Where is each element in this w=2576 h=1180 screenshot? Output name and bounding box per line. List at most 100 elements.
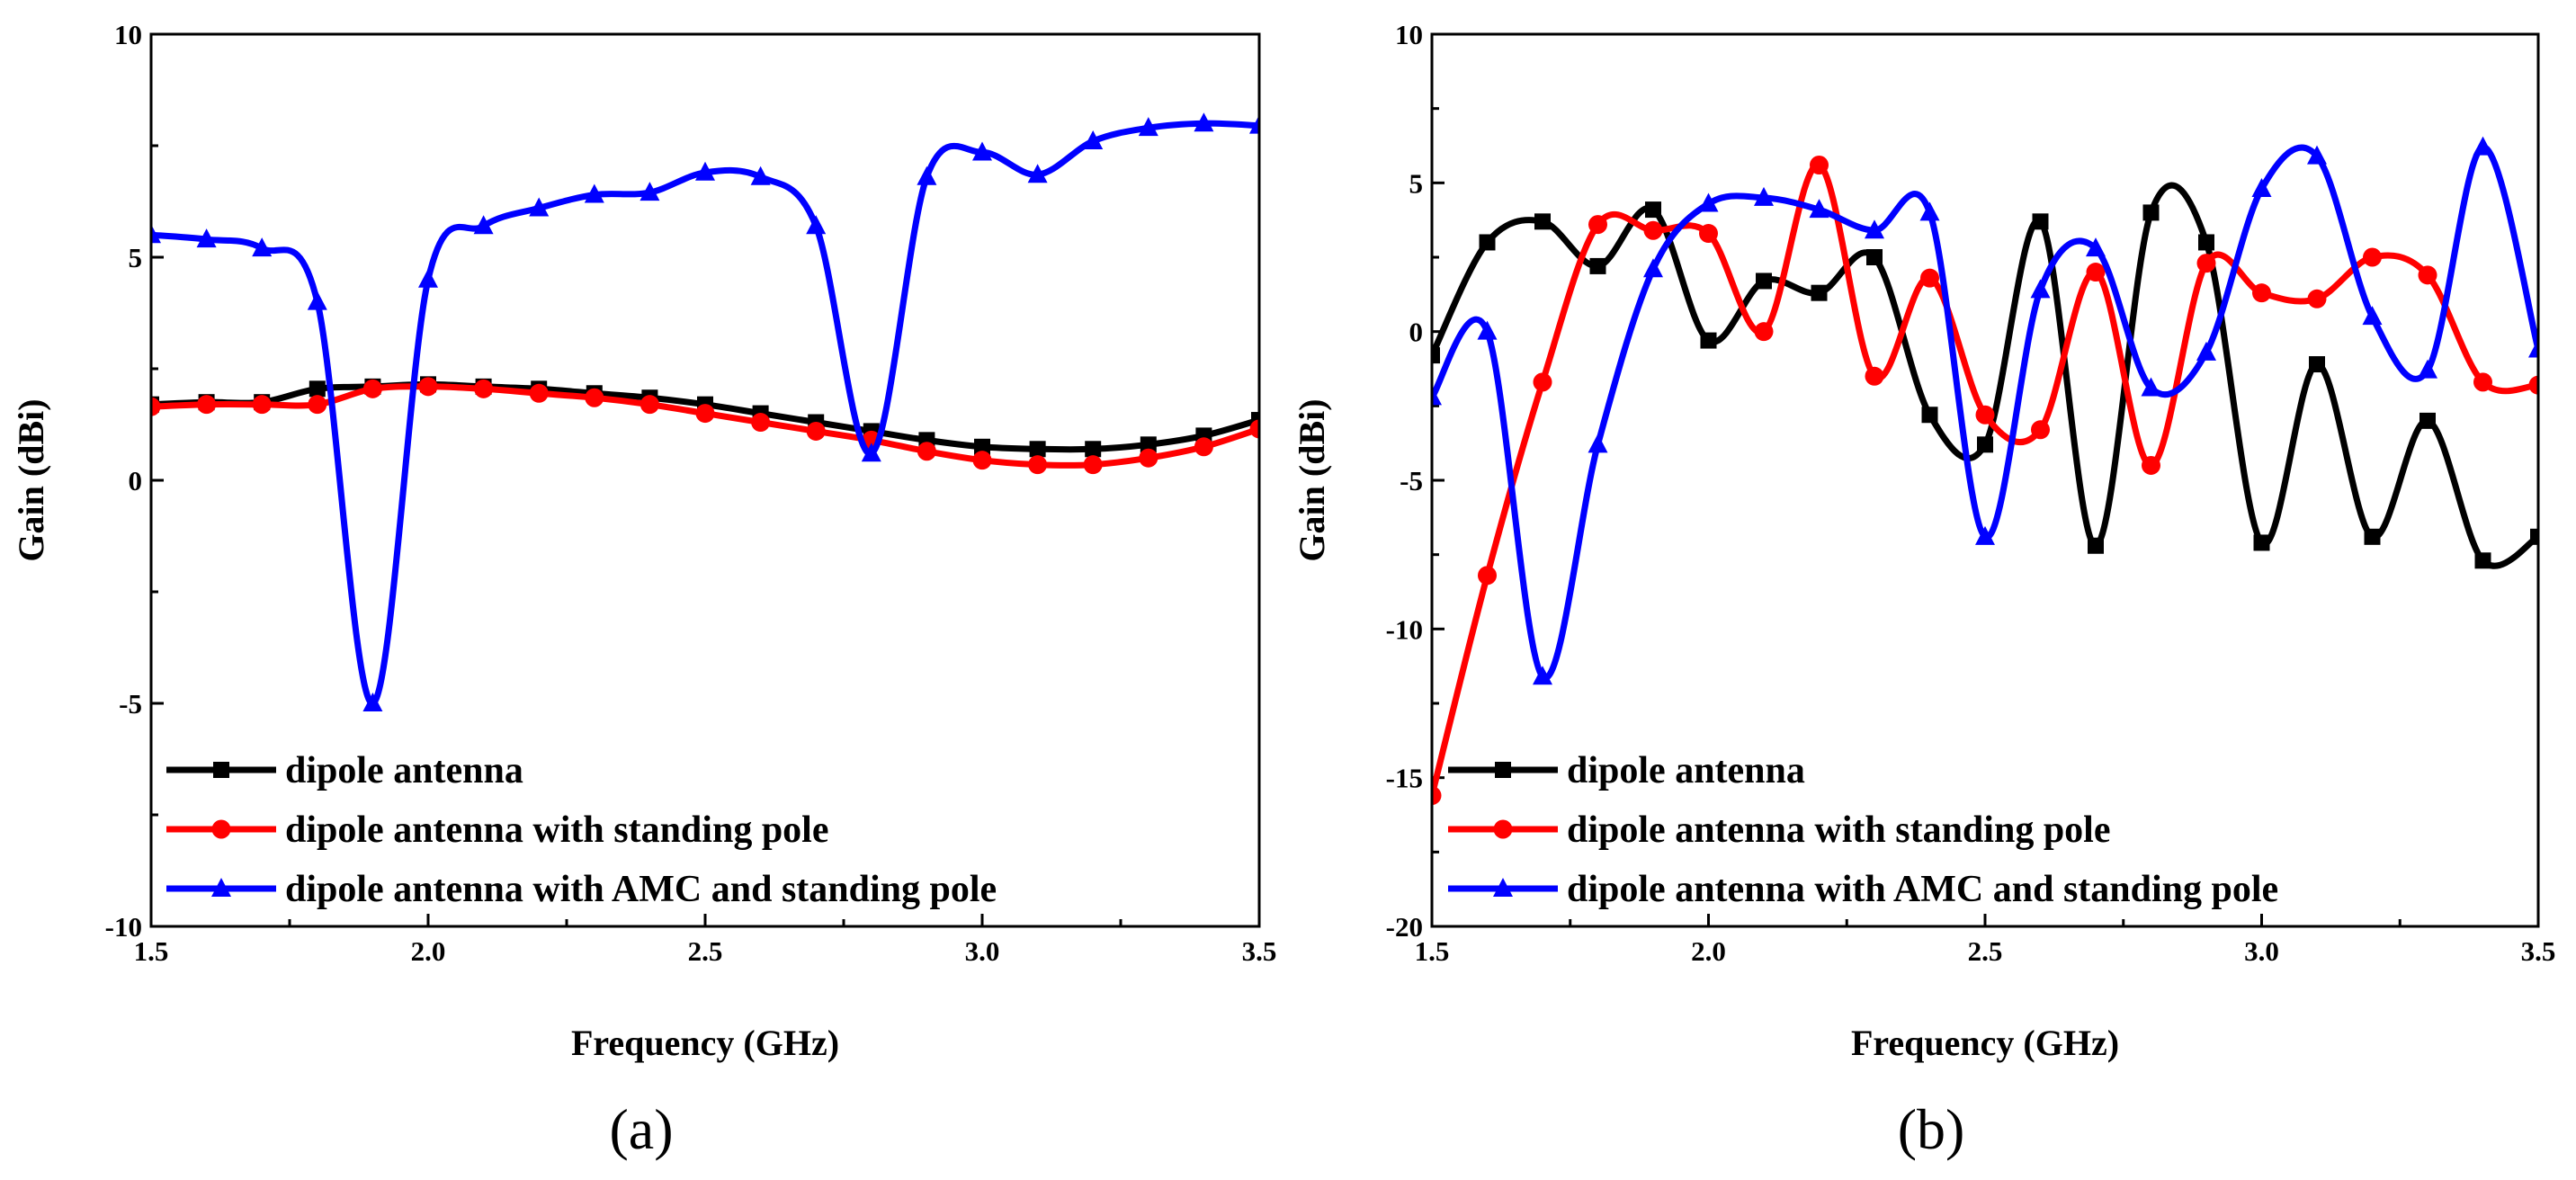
data-point-1-7 <box>529 383 549 403</box>
legend-marker-2 <box>211 878 231 897</box>
data-point-1-18 <box>1139 448 1158 468</box>
data-point-1-19 <box>2473 372 2492 392</box>
legend-label-2: dipole antenna with AMC and standing pol… <box>285 869 997 910</box>
data-point-2-1 <box>196 228 217 248</box>
data-point-1-6 <box>474 379 494 398</box>
data-point-2-2 <box>1533 666 1552 685</box>
data-point-1-16 <box>2307 289 2327 308</box>
legend-marker-0 <box>213 762 229 778</box>
data-point-2-12 <box>2086 237 2106 257</box>
y-tick-label-1: -15 <box>1386 763 1423 794</box>
data-point-1-15 <box>972 451 992 470</box>
legend-marker-1 <box>1493 819 1513 839</box>
data-point-0-11 <box>2032 213 2049 230</box>
data-point-2-11 <box>2030 279 2051 299</box>
legend-marker-0 <box>1495 762 1511 778</box>
data-point-1-5 <box>418 377 438 397</box>
series-line-0 <box>1432 182 2538 569</box>
data-point-1-13 <box>2142 455 2160 475</box>
data-point-2-3 <box>1588 434 1608 453</box>
data-point-0-0 <box>1432 347 1440 364</box>
data-point-0-17 <box>1085 441 1102 458</box>
data-point-1-9 <box>640 395 659 415</box>
x-tick-label-2: 2.5 <box>1968 935 2003 967</box>
data-point-0-10 <box>1977 436 1993 453</box>
data-point-2-1 <box>1477 320 1498 340</box>
ticks <box>1430 32 2540 928</box>
panel-label: (a) <box>609 1097 673 1161</box>
x-tick-label-0: 1.5 <box>134 935 169 967</box>
data-point-1-1 <box>197 395 217 415</box>
y-axis-title: Gain (dBi) <box>1292 398 1332 561</box>
x-tick-label-4: 3.5 <box>2521 935 2556 967</box>
data-point-2-11 <box>750 165 771 185</box>
data-point-2-19 <box>1194 112 1214 132</box>
data-point-2-6 <box>473 215 494 235</box>
data-point-2-19 <box>2473 136 2493 156</box>
data-point-2-10 <box>1975 525 1995 545</box>
data-point-2-20 <box>2528 338 2538 358</box>
data-point-2-18 <box>1138 117 1158 137</box>
data-point-2-15 <box>2251 177 2272 197</box>
data-point-1-6 <box>1754 322 1774 342</box>
x-axis-title: Frequency (GHz) <box>1851 1023 2119 1063</box>
y-tick-label-6: 10 <box>1395 19 1423 50</box>
y-tick-label-4: 0 <box>1409 317 1424 348</box>
data-point-1-17 <box>1083 455 1103 475</box>
legend-label-1: dipole antenna with standing pole <box>285 809 829 851</box>
data-point-1-17 <box>2363 247 2382 267</box>
data-point-0-20 <box>1251 412 1259 429</box>
data-point-1-18 <box>2418 265 2437 285</box>
data-point-1-1 <box>1478 566 1497 586</box>
data-point-0-19 <box>2474 552 2491 569</box>
chart-panel-a: 1.5 2.0 2.5 3.0 3.5 -10 -5 0 5 10 Frequency (GHz) G… <box>11 19 1276 1161</box>
data-point-0-7 <box>1811 284 1828 301</box>
data-point-2-6 <box>1754 186 1774 206</box>
y-tick-label-1: -5 <box>119 688 142 720</box>
y-tick-label-3: 5 <box>129 242 143 273</box>
y-tick-label-2: -10 <box>1386 613 1423 645</box>
data-point-2-0 <box>1432 386 1442 406</box>
data-point-1-3 <box>308 395 327 415</box>
data-point-2-5 <box>1698 192 1719 212</box>
data-point-1-11 <box>751 413 771 433</box>
data-point-2-13 <box>861 442 881 462</box>
data-point-0-16 <box>1029 441 1046 458</box>
data-point-1-2 <box>252 395 272 415</box>
legend-marker-1 <box>211 819 231 839</box>
data-point-1-10 <box>1975 405 1995 425</box>
data-point-1-4 <box>1643 220 1663 240</box>
legend: dipole antenna dipole antenna with standi… <box>1448 750 2278 910</box>
x-tick-label-1: 2.0 <box>1691 935 1726 967</box>
legend-label-2: dipole antenna with AMC and standing pol… <box>1567 869 2278 910</box>
data-point-2-16 <box>2307 145 2327 165</box>
plot-frame <box>1430 32 2540 928</box>
data-point-1-12 <box>2086 263 2106 282</box>
data-point-1-4 <box>362 379 382 398</box>
data-point-2-7 <box>529 197 550 217</box>
data-point-1-16 <box>1028 455 1048 475</box>
chart-panel-b: 1.5 2.0 2.5 3.0 3.5 -20 -15 -10 -5 0 5 10 Frequency … <box>1292 19 2555 1161</box>
data-point-0-14 <box>2198 234 2214 251</box>
data-point-2-18 <box>2418 359 2437 379</box>
data-point-2-12 <box>806 215 827 235</box>
plot-frame <box>149 32 1261 928</box>
data-point-0-15 <box>974 438 990 455</box>
x-tick-label-3: 3.0 <box>965 935 1000 967</box>
x-axis-title: Frequency (GHz) <box>571 1023 839 1063</box>
data-point-2-13 <box>2141 377 2161 397</box>
data-point-1-3 <box>1588 215 1607 235</box>
data-point-2-5 <box>418 268 438 288</box>
series-2 <box>151 112 1259 711</box>
legend-label-0: dipole antenna <box>285 750 523 791</box>
series-0 <box>1432 182 2538 569</box>
data-point-0-3 <box>309 380 326 398</box>
legend: dipole antenna dipole antenna with standi… <box>166 750 997 910</box>
data-point-1-2 <box>1533 372 1552 392</box>
data-point-2-0 <box>151 224 161 244</box>
data-point-1-8 <box>1865 366 1884 386</box>
data-point-0-2 <box>1534 213 1551 230</box>
data-point-1-0 <box>1432 786 1442 806</box>
data-point-1-5 <box>1699 224 1718 244</box>
